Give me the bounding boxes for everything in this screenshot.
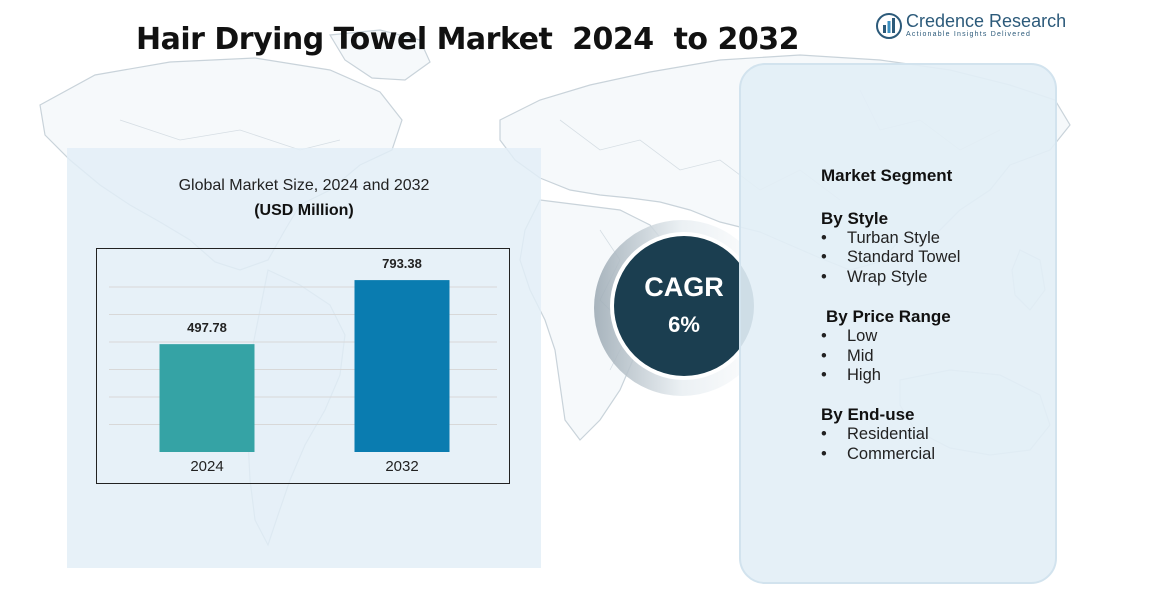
- segment-item: • Standard Towel: [821, 248, 961, 266]
- segment-item: • Turban Style: [821, 229, 940, 247]
- segment-item: • Mid: [821, 347, 874, 365]
- segment-panel: [739, 63, 1057, 584]
- bar: [354, 280, 450, 452]
- bar-chart-icon: [876, 12, 902, 39]
- tick-label: 2024: [190, 458, 223, 475]
- data-label: 793.38: [382, 256, 422, 271]
- chart-subtitle: (USD Million): [254, 202, 354, 219]
- segment-group-enduse: By End-use: [821, 405, 915, 424]
- chart-panel: [67, 148, 541, 568]
- cagr-label: CAGR: [644, 272, 724, 302]
- bar: [159, 344, 255, 452]
- brand-tagline: Actionable Insights Delivered: [906, 31, 1032, 38]
- chart-title: Global Market Size, 2024 and 2032: [178, 177, 430, 194]
- bar-chart-canvas: 497.78 2024 793.38 2032: [109, 256, 497, 475]
- segment-heading: Market Segment: [821, 166, 953, 185]
- data-label: 497.78: [187, 320, 227, 335]
- brand-logo: Credence Research Actionable Insights De…: [876, 12, 1066, 39]
- segment-item: • Low: [821, 327, 878, 345]
- cagr-badge: [586, 218, 770, 398]
- brand-name: Credence Research: [906, 11, 1067, 31]
- cagr-value: 6%: [668, 312, 700, 337]
- segment-item: • Commercial: [821, 445, 936, 463]
- tick-label: 2032: [385, 458, 418, 475]
- segment-group-price: By Price Range: [826, 307, 951, 326]
- segment-item: • Residential: [821, 425, 929, 443]
- segment-group-style: By Style: [821, 209, 889, 228]
- segment-item: • Wrap Style: [821, 268, 928, 286]
- segment-item: • High: [821, 366, 881, 384]
- cagr-circle: [614, 236, 754, 376]
- bar-chart: 497.78 2024 793.38 2032: [96, 248, 510, 484]
- page-title: Hair Drying Towel Market 2024 to 2032: [136, 22, 799, 57]
